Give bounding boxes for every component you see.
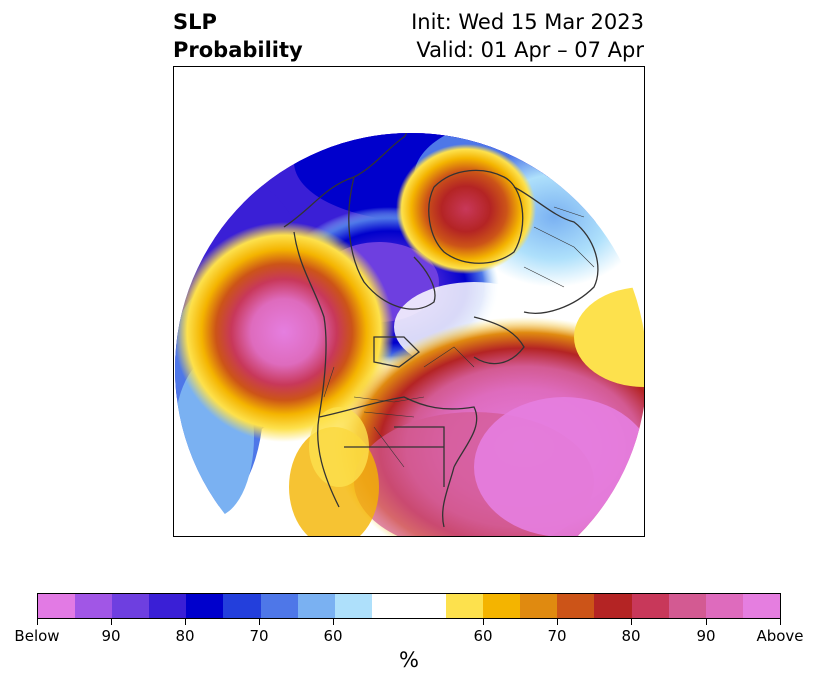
probability-map: [175, 133, 644, 536]
colorbar-segment: [186, 594, 224, 618]
colorbar-segment: [75, 594, 113, 618]
colorbar-tick: [111, 619, 112, 625]
colorbar-tick: [706, 619, 707, 625]
colorbar-unit-label: %: [399, 648, 419, 672]
colorbar-tick-label: 70: [547, 627, 567, 645]
colorbar-tick: [37, 619, 38, 625]
probability-shading: [175, 133, 644, 536]
colorbar-segment: [631, 594, 669, 618]
title-left: SLP Probability: [173, 8, 303, 64]
colorbar-segment: [705, 594, 743, 618]
colorbar-tick: [185, 619, 186, 625]
colorbar-tick-label: 90: [696, 627, 716, 645]
colorbar-tick-label: 70: [249, 627, 269, 645]
colorbar-segment: [38, 594, 76, 618]
colorbar-segment: [334, 594, 372, 618]
colorbar-tick-label: Below: [14, 627, 60, 645]
colorbar-segment: [112, 594, 150, 618]
colorbar-segment: [520, 594, 558, 618]
title-field: Probability: [173, 38, 303, 62]
colorbar-segment: [149, 594, 187, 618]
colorbar-tick-label: Above: [756, 627, 804, 645]
colorbar-segment: [371, 594, 409, 618]
colorbar-segment: [483, 594, 521, 618]
colorbar-tick-label: 90: [101, 627, 121, 645]
colorbar-segment: [742, 594, 780, 618]
colorbar-tick: [483, 619, 484, 625]
colorbar-segment: [260, 594, 298, 618]
valid-range: Valid: 01 Apr – 07 Apr: [416, 38, 644, 62]
title-variable: SLP: [173, 10, 217, 34]
colorbar-tick: [259, 619, 260, 625]
colorbar-tick-label: 60: [323, 627, 343, 645]
colorbar-tick-label: 80: [621, 627, 641, 645]
colorbar-segment: [668, 594, 706, 618]
colorbar-segment: [223, 594, 261, 618]
colorbar-tick-label: 60: [473, 627, 493, 645]
colorbar-segment: [557, 594, 595, 618]
title-right: Init: Wed 15 Mar 2023 Valid: 01 Apr – 07…: [411, 8, 644, 64]
country-borders: [323, 206, 595, 468]
colorbar-segment: [297, 594, 335, 618]
colorbar-tick-label: 80: [175, 627, 195, 645]
colorbar: [37, 593, 781, 619]
colorbar-tick: [631, 619, 632, 625]
colorbar-segment: [408, 594, 447, 618]
colorbar-segment: [446, 594, 484, 618]
colorbar-tick: [780, 619, 781, 625]
colorbar-tick: [333, 619, 334, 625]
colorbar-segment: [594, 594, 632, 618]
init-date: Init: Wed 15 Mar 2023: [411, 10, 644, 34]
map-panel: [173, 66, 645, 537]
colorbar-tick: [557, 619, 558, 625]
